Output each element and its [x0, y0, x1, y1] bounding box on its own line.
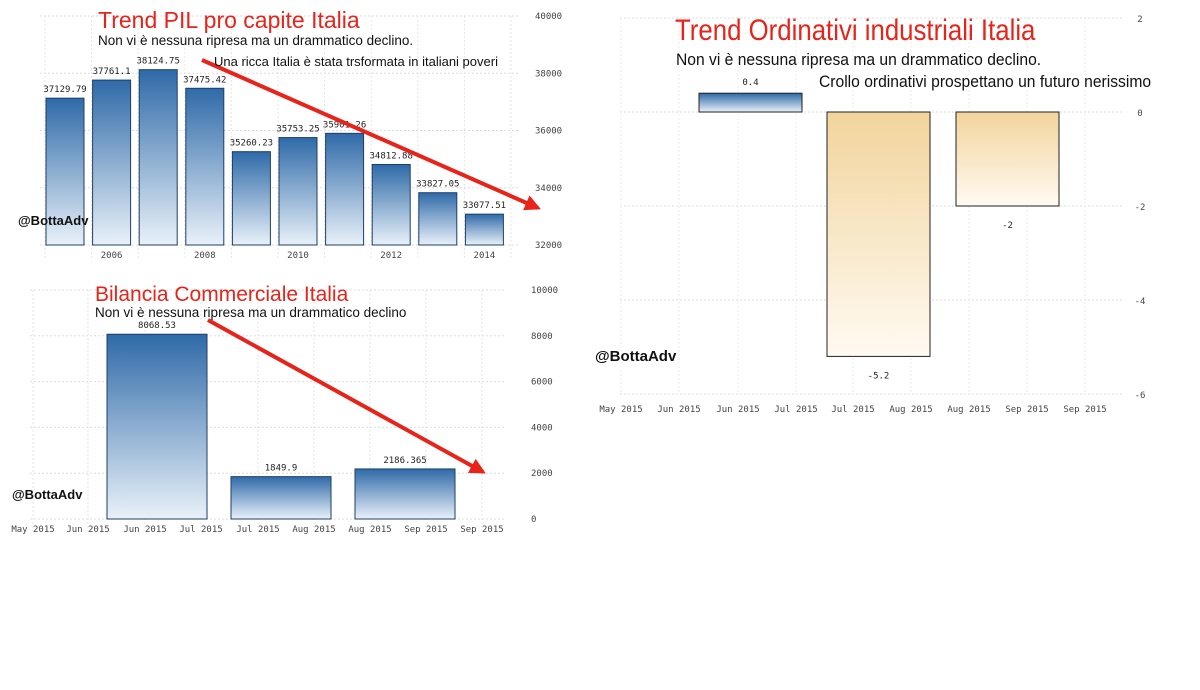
gdp-chart-title: Trend PIL pro capite Italia — [98, 7, 360, 33]
bar-data-label: -5.2 — [868, 371, 890, 381]
bar — [698, 92, 803, 113]
trend-arrow — [201, 58, 541, 211]
x-tick-label: Sep 2015 — [1005, 405, 1048, 415]
x-tick-label: Aug 2015 — [889, 405, 932, 415]
x-tick-label: 2008 — [194, 251, 216, 261]
bar-data-label: 8068.53 — [138, 321, 176, 331]
bar-data-label: 37761.1 — [93, 67, 131, 77]
gdp-chart-annotation: Una ricca Italia è stata trsformata in i… — [214, 54, 498, 69]
trend-arrow — [207, 318, 486, 474]
bar — [955, 111, 1060, 207]
bar — [278, 137, 318, 246]
x-tick-label: Jun 2015 — [123, 525, 166, 535]
trade-chart-handle: @BottaAdv — [12, 487, 83, 502]
x-tick-label: Jul 2015 — [179, 525, 222, 535]
x-tick-label: May 2015 — [599, 405, 642, 415]
y-tick-label: 38000 — [535, 69, 562, 79]
y-tick-label: 8000 — [531, 332, 553, 342]
x-tick-label: Aug 2015 — [348, 525, 391, 535]
x-tick-label: Aug 2015 — [292, 525, 335, 535]
orders-chart-annotation: Crollo ordinativi prospettano un futuro … — [819, 72, 1152, 91]
x-tick-label: Sep 2015 — [1063, 405, 1106, 415]
x-tick-label: Jul 2015 — [236, 525, 279, 535]
bar-data-label: 2186.365 — [383, 456, 426, 466]
y-tick-label: 6000 — [531, 378, 553, 388]
x-tick-label: 2010 — [287, 251, 309, 261]
y-tick-label: 4000 — [531, 423, 553, 433]
bar — [826, 111, 931, 357]
x-tick-label: Aug 2015 — [947, 405, 990, 415]
bar — [354, 468, 456, 520]
industrial-orders-plot: 2 0 -2 -4 -6 May 2015 Jun 2015 Jun 2015 Jul 2015… — [599, 15, 1146, 415]
y-tick-label: 0 — [531, 515, 536, 525]
x-tick-label: May 2015 — [11, 525, 54, 535]
bar — [230, 476, 332, 520]
y-tick-label: 2000 — [531, 469, 553, 479]
bar-data-label: 35901.26 — [323, 120, 366, 130]
bar — [92, 79, 132, 246]
bar — [464, 213, 504, 246]
gdp-chart-handle: @BottaAdv — [18, 213, 89, 228]
orders-chart-subtitle: Non vi è nessuna ripresa ma un drammatic… — [676, 50, 1042, 69]
orders-chart-handle: @BottaAdv — [595, 348, 677, 365]
bar-data-label: 0.4 — [742, 78, 758, 88]
trade-balance-chart: 0 2000 4000 6000 8000 10000 May 2015 Jun 2015 Ju… — [0, 280, 575, 540]
y-tick-label: 40000 — [535, 12, 562, 22]
bar — [138, 69, 178, 246]
gdp-chart-subtitle: Non vi è nessuna ripresa ma un drammatic… — [98, 33, 414, 48]
x-tick-label: Jun 2015 — [657, 405, 700, 415]
bar — [371, 163, 411, 246]
x-tick-label: Jul 2015 — [774, 405, 817, 415]
trade-balance-plot: 0 2000 4000 6000 8000 10000 May 2015 Jun 2015 Ju… — [11, 286, 558, 535]
x-tick-label: 2012 — [380, 251, 402, 261]
orders-chart-title: Trend Ordinativi industriali Italia — [675, 14, 1036, 47]
gdp-per-capita-plot: 32000 34000 36000 38000 40000 37129.79 37761.1… — [40, 12, 562, 261]
bar-data-label: -2 — [1002, 221, 1013, 231]
industrial-orders-chart: 2 0 -2 -4 -6 May 2015 Jun 2015 Jun 2015 Jul 2015… — [585, 0, 1185, 430]
bar-data-label: 35260.23 — [230, 139, 273, 149]
y-tick-label: 2 — [1137, 15, 1142, 25]
y-tick-label: 36000 — [535, 127, 562, 137]
trade-chart-subtitle: Non vi è nessuna ripresa ma un drammatic… — [95, 305, 407, 320]
x-tick-label: 2014 — [474, 251, 496, 261]
y-tick-label: 0 — [1137, 109, 1142, 119]
y-tick-label: -2 — [1135, 203, 1146, 213]
bar-data-label: 33077.51 — [463, 201, 506, 211]
y-tick-label: -4 — [1135, 297, 1146, 307]
bar-data-label: 37475.42 — [183, 75, 226, 85]
x-tick-label: Sep 2015 — [404, 525, 447, 535]
y-tick-label: 32000 — [535, 241, 562, 251]
bar — [418, 192, 458, 246]
x-tick-label: 2006 — [101, 251, 123, 261]
bar — [45, 97, 85, 246]
bar-data-label: 38124.75 — [137, 57, 180, 67]
bar — [231, 151, 271, 246]
x-tick-label: Jul 2015 — [831, 405, 874, 415]
bar-data-label: 33827.05 — [416, 180, 459, 190]
y-tick-label: 34000 — [535, 184, 562, 194]
x-tick-label: Jun 2015 — [66, 525, 109, 535]
trade-chart-title: Bilancia Commerciale Italia — [95, 283, 349, 306]
bar-data-label: 35753.25 — [276, 125, 319, 135]
y-tick-label: -6 — [1135, 391, 1146, 401]
bar-data-label: 34812.88 — [370, 151, 413, 161]
bar — [325, 132, 365, 246]
x-tick-label: Jun 2015 — [716, 405, 759, 415]
x-tick-label: Sep 2015 — [460, 525, 503, 535]
bar — [185, 87, 225, 246]
bar-data-label: 1849.9 — [265, 464, 298, 474]
bar-data-label: 37129.79 — [43, 85, 86, 95]
bar — [106, 333, 208, 520]
y-tick-label: 10000 — [531, 286, 558, 296]
gdp-per-capita-chart: 32000 34000 36000 38000 40000 37129.79 37761.1… — [0, 0, 575, 270]
